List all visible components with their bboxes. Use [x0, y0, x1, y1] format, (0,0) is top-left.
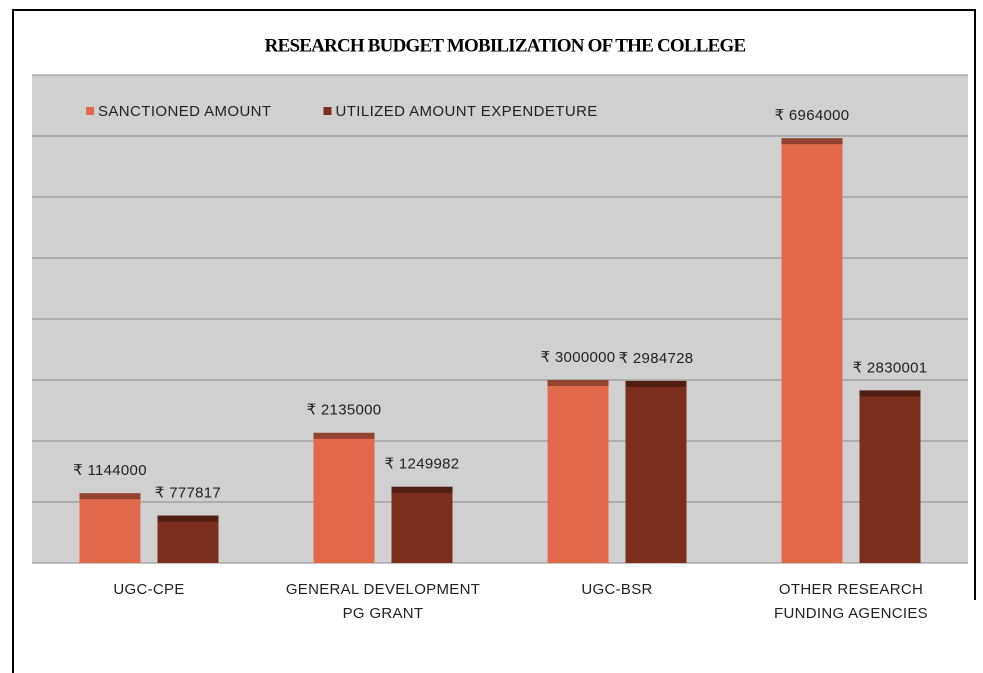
legend-swatch: [323, 107, 332, 115]
value-label: ₹ 3000000: [541, 349, 616, 366]
bar-cap: [859, 390, 921, 397]
bar-cap: [625, 380, 687, 387]
value-label: ₹ 1249982: [385, 456, 460, 473]
bar-cap: [781, 138, 843, 145]
chart-title: RESEARCH BUDGET MOBILIZATION OF THE COLL…: [265, 35, 746, 56]
bar: [781, 138, 843, 564]
x-tick-label: GENERAL DEVELOPMENT PG GRANT: [285, 581, 481, 622]
bar-cap: [157, 515, 219, 522]
value-label: ₹ 2830001: [853, 359, 928, 376]
value-label: ₹ 2984728: [619, 350, 694, 367]
bar: [547, 380, 609, 563]
x-tick-label: OTHER RESEARCH FUNDING AGENCIES: [774, 581, 928, 622]
legend-label: UTILIZED AMOUNT EXPENDETURE: [335, 103, 597, 120]
bar-cap: [391, 486, 453, 493]
bar: [625, 380, 687, 563]
legend-swatch: [86, 107, 94, 115]
x-tick-label: UGC-BSR: [581, 581, 653, 598]
bar: [313, 432, 375, 563]
x-tick-label: UGC-CPE: [113, 581, 185, 598]
value-label: ₹ 1144000: [73, 462, 147, 479]
bar: [859, 390, 921, 563]
bar-cap: [79, 493, 141, 500]
bar-cap: [313, 432, 375, 439]
value-label: ₹ 6964000: [775, 107, 850, 124]
frame: [12, 9, 976, 673]
value-label: ₹ 777817: [155, 485, 221, 502]
legend-label: SANCTIONED AMOUNT: [98, 103, 271, 120]
bar: [391, 486, 453, 563]
bar: [79, 493, 141, 563]
bar-cap: [547, 380, 609, 386]
bar: [157, 515, 219, 563]
value-label: ₹ 2135000: [307, 402, 382, 419]
